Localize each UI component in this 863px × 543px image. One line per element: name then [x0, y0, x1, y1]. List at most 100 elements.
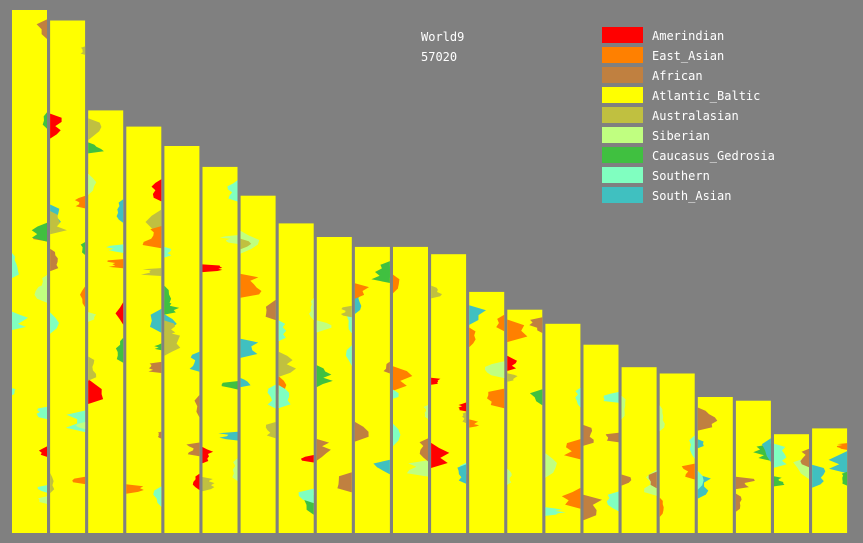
chromosome-column — [545, 323, 581, 533]
ancestry-segment — [50, 312, 59, 334]
ancestry-segment — [202, 477, 215, 492]
ancestry-segment — [88, 379, 104, 404]
ancestry-segment — [153, 486, 162, 507]
ancestry-segment — [648, 471, 657, 489]
ancestry-segment — [219, 235, 238, 244]
ancestry-segment — [80, 242, 86, 255]
ancestry-segment — [186, 442, 200, 457]
ancestry-segment — [278, 320, 287, 342]
ancestry-segment — [606, 491, 619, 512]
legend-swatch — [602, 167, 643, 183]
ancestry-segment — [836, 443, 848, 450]
ancestry-segment — [485, 361, 505, 379]
chromosome-column — [659, 373, 695, 533]
ancestry-segment — [278, 385, 291, 409]
ancestry-segment — [774, 443, 787, 468]
ancestry-segment — [545, 507, 566, 516]
ancestry-segment — [383, 361, 390, 374]
ancestry-segment — [164, 285, 172, 312]
chromosome-bar — [278, 223, 314, 533]
ancestry-segment — [431, 285, 442, 299]
chromosome-bar — [240, 195, 276, 533]
ancestry-segment — [240, 338, 259, 358]
ancestry-segment — [164, 246, 172, 258]
chromosome-bar — [735, 400, 771, 533]
ancestry-segment — [841, 471, 848, 486]
ancestry-segment — [431, 442, 450, 468]
ancestry-segment — [154, 343, 162, 351]
chromosome-column — [507, 309, 543, 533]
legend-label: East_Asian — [652, 49, 725, 63]
ancestry-segment — [393, 389, 399, 399]
ancestry-segment — [141, 268, 162, 276]
ancestry-segment — [50, 472, 55, 494]
ancestry-segment — [240, 273, 262, 298]
legend-label: Southern — [652, 169, 710, 183]
ancestry-segment — [393, 423, 401, 447]
legend-label: Amerindian — [652, 29, 725, 43]
ancestry-segment — [80, 286, 86, 308]
ancestry-segment — [142, 226, 162, 249]
ancestry-segment — [50, 248, 59, 272]
ancestry-segment — [267, 384, 276, 409]
ancestry-segment — [621, 395, 626, 420]
legend-swatch — [602, 27, 643, 43]
ancestry-segment — [735, 476, 755, 490]
ancestry-segment — [337, 472, 352, 493]
ancestry-segment — [529, 389, 543, 406]
chromosome-column — [469, 291, 505, 533]
chromosome-bar — [202, 166, 238, 533]
legend-swatch — [602, 67, 643, 83]
ancestry-segment — [88, 118, 102, 141]
ancestry-segment — [507, 468, 512, 485]
chromosome-bar — [659, 373, 695, 533]
ancestry-segment — [218, 431, 238, 441]
ancestry-segment — [192, 473, 200, 490]
ancestry-segment — [697, 470, 704, 490]
chromosome-column — [812, 428, 848, 533]
ancestry-segment — [697, 407, 718, 431]
ancestry-segment — [681, 463, 695, 480]
chart-subtitle: 57020 — [421, 50, 458, 64]
ancestry-segment — [298, 488, 314, 504]
ancestry-segment — [393, 274, 400, 294]
ancestry-segment — [458, 402, 467, 412]
ancestry-segment — [50, 113, 62, 139]
ancestry-segment — [561, 487, 581, 509]
ancestry-segment — [50, 211, 67, 235]
ancestry-segment — [371, 261, 390, 283]
ancestry-segment — [88, 173, 97, 195]
ancestry-segment — [812, 464, 826, 488]
ancestry-segment — [393, 366, 413, 391]
ancestry-segment — [309, 298, 314, 321]
chromosome-column — [164, 146, 200, 533]
legend-label: African — [652, 69, 703, 83]
chromosome-column — [50, 20, 86, 533]
ancestry-segment — [265, 299, 276, 321]
ancestry-segment — [800, 448, 809, 468]
ancestry-segment — [202, 264, 223, 273]
ancestry-segment — [316, 320, 332, 333]
ancestry-segment — [88, 142, 104, 154]
ancestry-segment — [316, 365, 333, 388]
ancestry-segment — [194, 395, 200, 418]
ancestry-segment — [221, 381, 238, 390]
ancestry-segment — [164, 331, 181, 356]
ancestry-segment — [659, 405, 665, 432]
ancestry-segment — [419, 438, 428, 462]
ancestry-segment — [72, 476, 86, 485]
chromosome-column — [621, 367, 657, 533]
legend-swatch — [602, 107, 643, 123]
ancestry-segment — [74, 195, 86, 209]
legend-label: Australasian — [652, 109, 739, 123]
ancestry-segment — [106, 244, 124, 253]
ancestry-segment — [659, 497, 664, 517]
chromosome-bar — [50, 20, 86, 533]
ancestry-segment — [697, 439, 704, 449]
ancestry-segment — [507, 373, 518, 382]
chromosome-column — [12, 10, 47, 533]
ancestry-segment — [232, 458, 238, 481]
chromosome-column — [697, 397, 733, 533]
ancestry-segment — [151, 179, 162, 202]
